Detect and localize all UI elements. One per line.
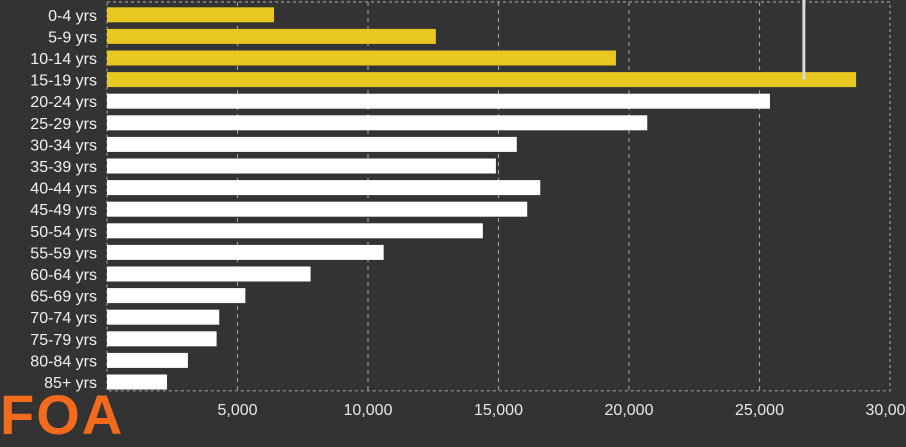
bar-65-69-yrs (107, 288, 246, 304)
bar-85-yrs (107, 374, 168, 390)
bar-80-84-yrs (107, 352, 188, 368)
category-label: 45-49 yrs (30, 202, 97, 219)
category-label: 40-44 yrs (30, 181, 97, 198)
x-tick-label: 15,000 (474, 402, 523, 419)
bar-70-74-yrs (107, 309, 220, 325)
bar-55-59-yrs (107, 244, 384, 260)
x-tick-label: 10,000 (344, 402, 393, 419)
category-label: 70-74 yrs (30, 310, 97, 327)
category-label: 5-9 yrs (48, 29, 97, 46)
bar-15-19-yrs (107, 72, 857, 88)
category-label: 60-64 yrs (30, 267, 97, 284)
bar-5-9-yrs (107, 28, 436, 44)
bar-20-24-yrs (107, 93, 770, 109)
bar-chart-svg: 0-4 yrs 5-9 yrs 10-14 yrs 15-19 yrs 20-24 yr… (30, 0, 906, 419)
category-label: 85+ yrs (44, 375, 97, 392)
bar-50-54-yrs (107, 223, 483, 239)
category-label: 10-14 yrs (30, 51, 97, 68)
bar-35-39-yrs (107, 158, 496, 174)
x-tick-label: 25,000 (735, 402, 784, 419)
bar-45-49-yrs (107, 201, 528, 217)
category-label: 80-84 yrs (30, 353, 97, 370)
bar-25-29-yrs (107, 115, 648, 131)
category-label: 50-54 yrs (30, 224, 97, 241)
category-label: 0-4 yrs (48, 8, 97, 25)
category-label: 75-79 yrs (30, 332, 97, 349)
category-label: 25-29 yrs (30, 116, 97, 133)
category-label: 35-39 yrs (30, 159, 97, 176)
x-tick-label: 30,000 (866, 402, 906, 419)
category-label: 15-19 yrs (30, 73, 97, 90)
bar-60-64-yrs (107, 266, 311, 282)
category-label: 20-24 yrs (30, 94, 97, 111)
x-tick-label: 20,000 (605, 402, 654, 419)
category-label: 30-34 yrs (30, 137, 97, 154)
bar-10-14-yrs (107, 50, 616, 66)
bar-30-34-yrs (107, 136, 517, 152)
x-tick-label: 5,000 (217, 402, 257, 419)
bar-0-4-yrs (107, 7, 275, 23)
bar-75-79-yrs (107, 331, 217, 347)
bar-40-44-yrs (107, 180, 541, 196)
category-label: 55-59 yrs (30, 245, 97, 262)
category-label: 65-69 yrs (30, 289, 97, 306)
logo-fragment: FOA (0, 383, 125, 446)
